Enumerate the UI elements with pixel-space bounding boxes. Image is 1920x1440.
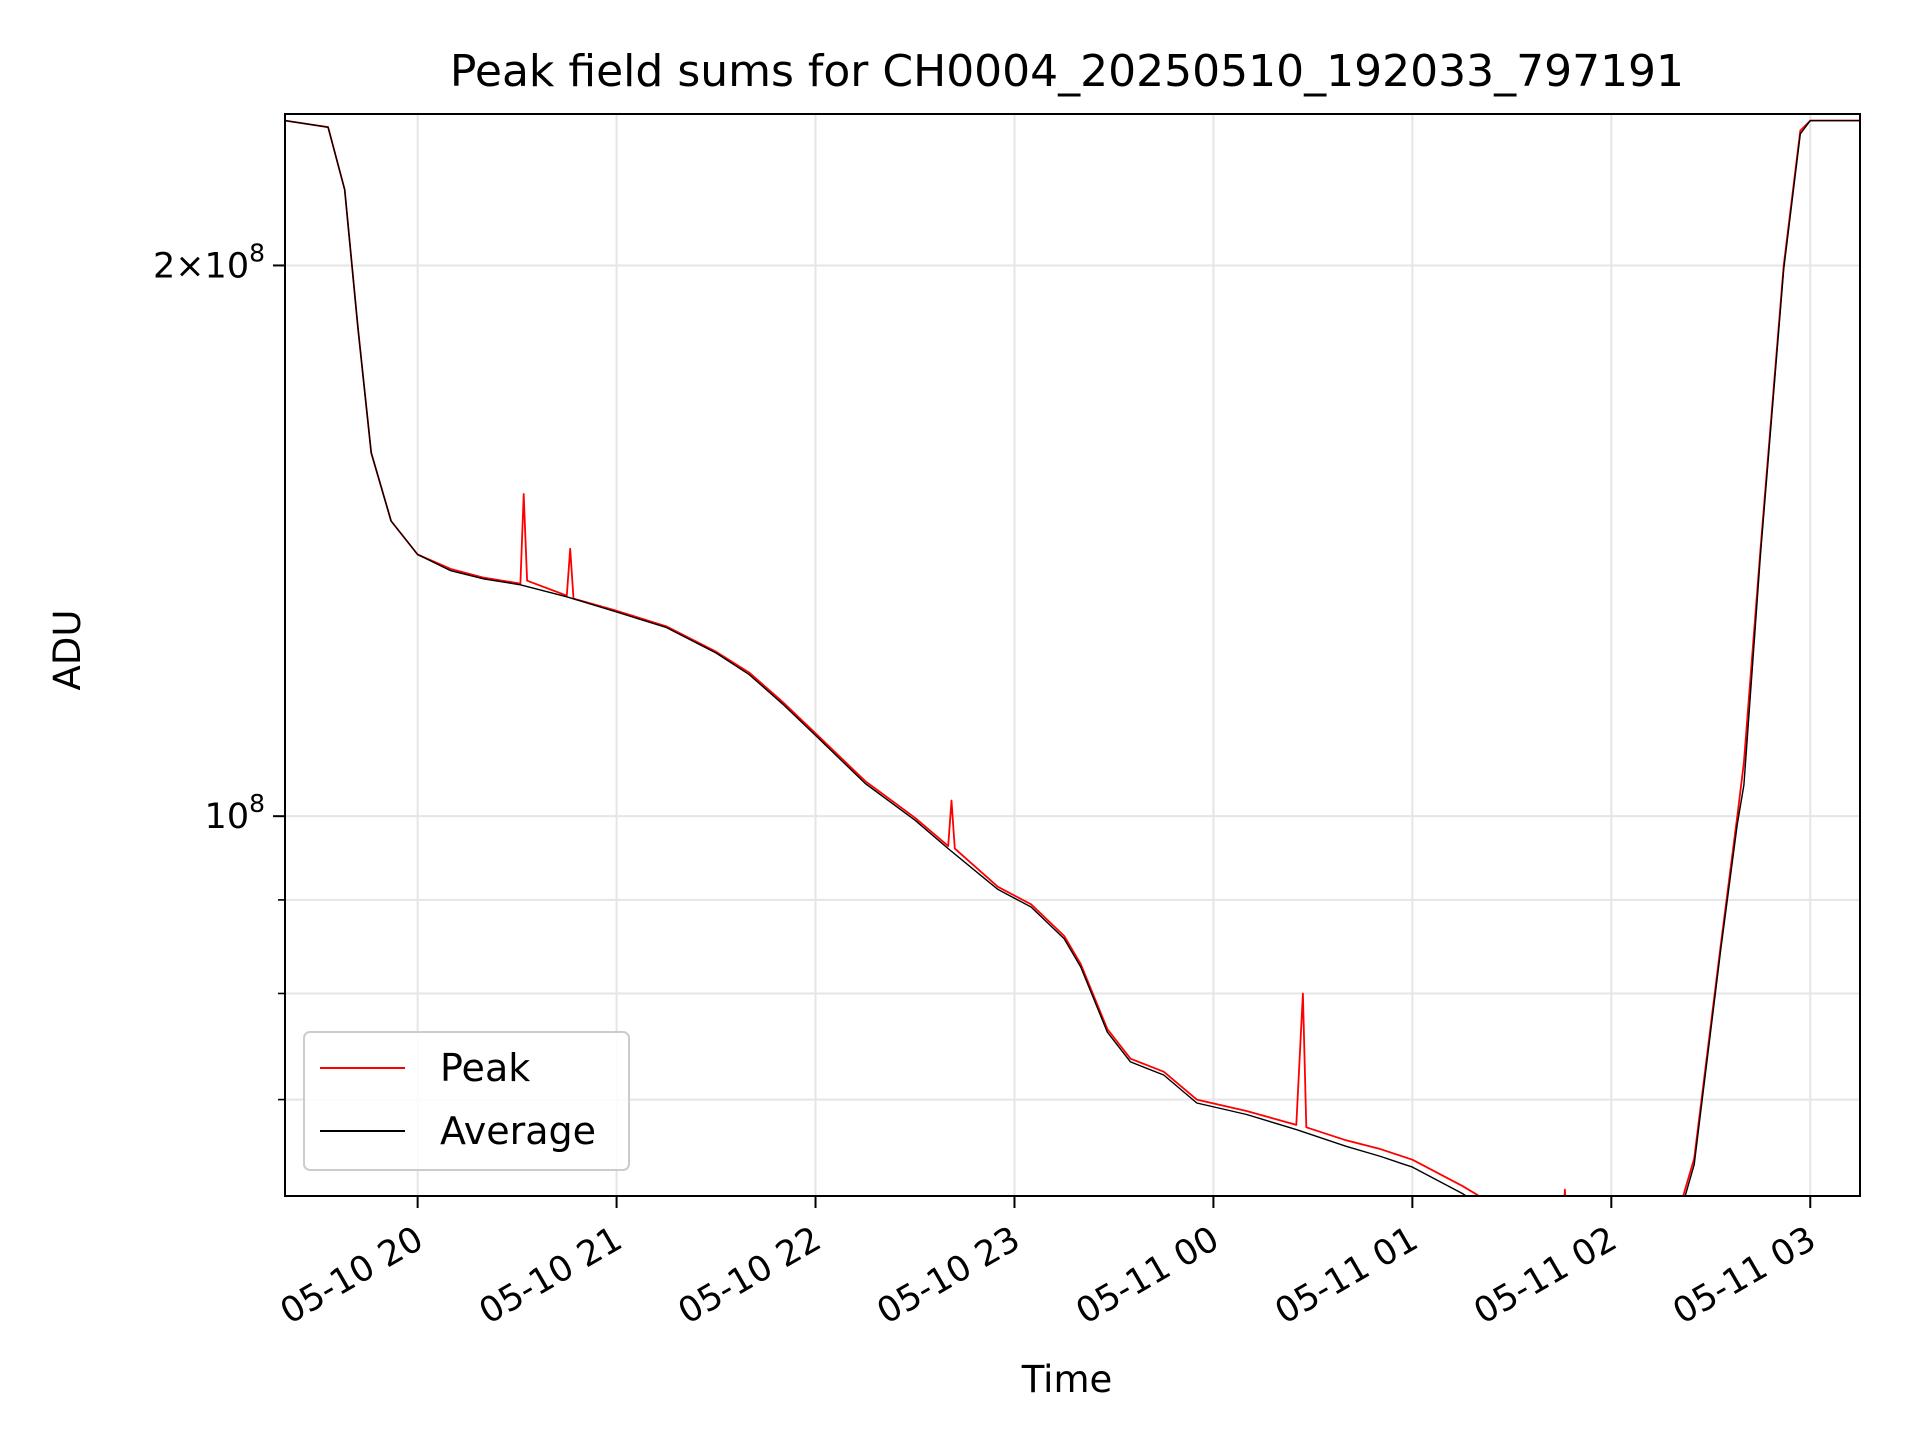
legend-label-average: Average [440, 1109, 596, 1153]
chart-title: Peak field sums for CH0004_20250510_1920… [450, 46, 1684, 97]
legend-box [303, 1031, 630, 1171]
y-tick-label: 108 [205, 789, 265, 837]
plot-area [285, 119, 1860, 1196]
axes-frame [284, 113, 1861, 1197]
grid [285, 114, 1860, 1196]
legend-label-peak: Peak [440, 1046, 530, 1090]
x-axis-label: Time [1021, 1358, 1113, 1401]
y-tick-label: 2×108 [153, 238, 265, 286]
series-line-peak [285, 119, 1860, 1196]
series-line-average [285, 119, 1860, 1196]
legend: Peak Average [303, 1031, 630, 1171]
y-axis-label: ADU [46, 610, 89, 691]
